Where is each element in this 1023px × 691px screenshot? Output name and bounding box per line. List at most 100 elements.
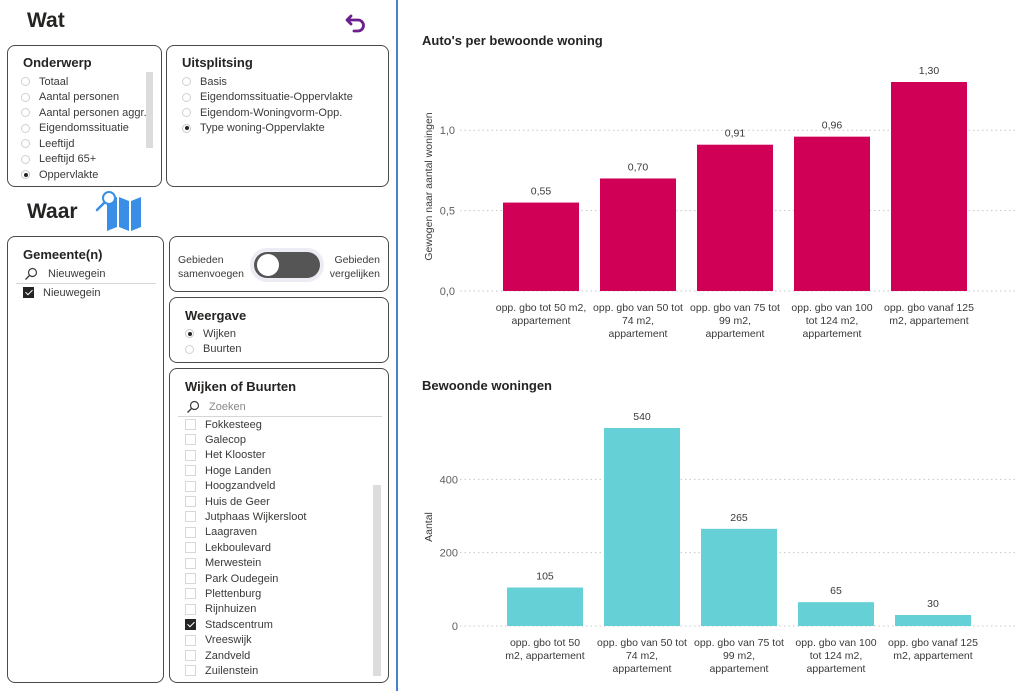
onderwerp-option-item[interactable]: Eigendomssituatie <box>21 121 129 136</box>
x-category-label: tot 124 m2, <box>806 315 859 327</box>
checkbox-unchecked[interactable] <box>185 419 196 430</box>
onderwerp-option-item[interactable]: Aantal personen <box>21 90 119 105</box>
wijken-option-label: Het Klooster <box>205 449 266 462</box>
checkbox-unchecked[interactable] <box>185 465 196 477</box>
checkbox-unchecked[interactable] <box>185 557 196 569</box>
radio-unselected[interactable] <box>21 92 30 102</box>
onderwerp-option-item[interactable]: Leeftijd <box>21 136 74 151</box>
wijken-option-item[interactable]: Stadscentrum <box>185 617 273 632</box>
onderwerp-option-item[interactable]: Totaal <box>21 74 68 89</box>
wijken-search[interactable]: Zoeken <box>186 399 376 415</box>
checkbox-unchecked[interactable] <box>185 634 196 646</box>
uitsplitsing-option-item[interactable]: Type woning-Oppervlakte <box>182 121 325 136</box>
radio-unselected[interactable] <box>21 139 30 148</box>
radio-unselected[interactable] <box>185 344 194 354</box>
weergave-option-item[interactable]: Wijken <box>185 326 236 341</box>
x-category-label: opp. gbo van 100 <box>791 302 872 314</box>
wijken-option-item[interactable]: Zandveld <box>185 648 250 663</box>
wijken-option-item[interactable]: Lekboulevard <box>185 540 271 555</box>
checkbox-checked[interactable] <box>23 287 34 298</box>
checkbox-unchecked[interactable] <box>185 526 196 538</box>
toggle-right-label: Gebieden vergelijken <box>330 253 380 281</box>
wijken-scrollbar[interactable] <box>373 485 381 676</box>
uitsplitsing-option-item[interactable]: Basis <box>182 74 227 89</box>
checkbox-unchecked[interactable] <box>185 496 196 507</box>
data-label: 265 <box>730 512 748 524</box>
checkbox-unchecked[interactable] <box>185 650 196 661</box>
onderwerp-option-item[interactable]: Leeftijd 65+ <box>21 152 96 167</box>
checkbox-unchecked[interactable] <box>185 449 196 461</box>
radio-selected[interactable] <box>21 170 30 179</box>
wijken-option-item[interactable]: Huis de Geer <box>185 494 270 509</box>
gemeente-card: Gemeente(n) Nieuwegein Nieuwegein <box>7 236 164 683</box>
checkbox-unchecked[interactable] <box>185 603 196 615</box>
radio-unselected[interactable] <box>182 92 191 102</box>
weergave-option-label: Buurten <box>203 343 242 355</box>
uitsplitsing-title: Uitsplitsing <box>182 55 253 70</box>
wijken-option-item[interactable]: Hoogzandveld <box>185 479 275 494</box>
checkbox-checked[interactable] <box>185 619 196 631</box>
radio-unselected[interactable] <box>182 77 191 86</box>
bar <box>891 82 967 291</box>
bar <box>600 178 676 291</box>
wijken-option-item[interactable]: Fokkesteeg <box>185 417 262 432</box>
onderwerp-option-item[interactable]: Aantal personen aggr. <box>21 105 147 120</box>
radio-unselected[interactable] <box>21 77 30 86</box>
bar <box>895 615 971 626</box>
onderwerp-title: Onderwerp <box>23 55 92 70</box>
x-category-label: opp. gbo van 75 tot <box>690 302 780 314</box>
checkbox-unchecked[interactable] <box>185 588 196 600</box>
uitsplitsing-option-item[interactable]: Eigendomssituatie-Oppervlakte <box>182 90 353 105</box>
radio-selected[interactable] <box>182 123 191 133</box>
wijken-option-label: Hoogzandveld <box>205 480 276 493</box>
weergave-option-item[interactable]: Buurten <box>185 342 242 357</box>
bar <box>503 202 579 291</box>
weergave-option-label: Wijken <box>203 327 237 340</box>
checkbox-unchecked[interactable] <box>185 434 196 446</box>
gemeente-search-value[interactable]: Nieuwegein <box>48 268 106 280</box>
wijken-option-item[interactable]: Het Klooster <box>185 448 266 463</box>
checkbox-unchecked[interactable] <box>185 573 196 584</box>
wijken-card: Wijken of Buurten Zoeken Fokkesteeg Galec… <box>169 368 389 683</box>
wijken-option-item[interactable]: Zuilenstein <box>185 663 258 678</box>
radio-unselected[interactable] <box>182 108 191 117</box>
checkbox-unchecked[interactable] <box>185 511 196 523</box>
radio-selected[interactable] <box>185 329 194 338</box>
wat-title: Wat <box>27 9 65 32</box>
wijken-option-label: Zuilenstein <box>205 664 259 677</box>
onderwerp-scrollbar[interactable] <box>146 72 153 148</box>
wijken-option-item[interactable]: Laagraven <box>185 525 257 540</box>
x-category-label: appartement <box>706 328 765 340</box>
radio-unselected[interactable] <box>21 123 30 133</box>
checkbox-unchecked[interactable] <box>185 542 196 554</box>
x-category-label: appartement <box>807 663 866 675</box>
gemeente-search[interactable]: Nieuwegein <box>24 266 156 282</box>
radio-unselected[interactable] <box>21 154 30 164</box>
wijken-option-label: Plettenburg <box>205 587 262 600</box>
gemeente-option-item[interactable]: Nieuwegein <box>23 285 100 300</box>
data-label: 65 <box>830 585 842 597</box>
data-label: 0,96 <box>822 120 843 132</box>
x-category-label: appartement <box>609 328 668 340</box>
wijken-option-item[interactable]: Jutphaas Wijkersloot <box>185 509 307 524</box>
uitsplitsing-option-item[interactable]: Eigendom-Woningvorm-Opp. <box>182 105 342 120</box>
wijken-option-item[interactable]: Galecop <box>185 432 246 447</box>
area-toggle-switch[interactable] <box>250 248 324 282</box>
wijken-option-item[interactable]: Hoge Landen <box>185 463 271 478</box>
checkbox-unchecked[interactable] <box>185 665 196 677</box>
x-category-label: m2, appartement <box>893 650 972 662</box>
wijken-option-item[interactable]: Vreeswijk <box>185 633 252 648</box>
wijken-option-item[interactable]: Merwestein <box>185 556 261 571</box>
wijken-search-placeholder[interactable]: Zoeken <box>209 401 246 413</box>
x-category-label: m2, appartement <box>889 315 968 327</box>
wijken-option-label: Galecop <box>205 433 246 446</box>
undo-button[interactable] <box>343 9 369 35</box>
wijken-option-item[interactable]: Plettenburg <box>185 586 261 601</box>
wijken-option-item[interactable]: Rijnhuizen <box>185 602 256 617</box>
radio-unselected[interactable] <box>21 108 30 117</box>
wijken-option-item[interactable]: Park Oudegein <box>185 571 278 586</box>
checkbox-unchecked[interactable] <box>185 480 196 492</box>
toggle-knob[interactable] <box>257 254 279 276</box>
onderwerp-option-item[interactable]: Oppervlakte <box>21 167 98 182</box>
weergave-title: Weergave <box>185 308 247 323</box>
